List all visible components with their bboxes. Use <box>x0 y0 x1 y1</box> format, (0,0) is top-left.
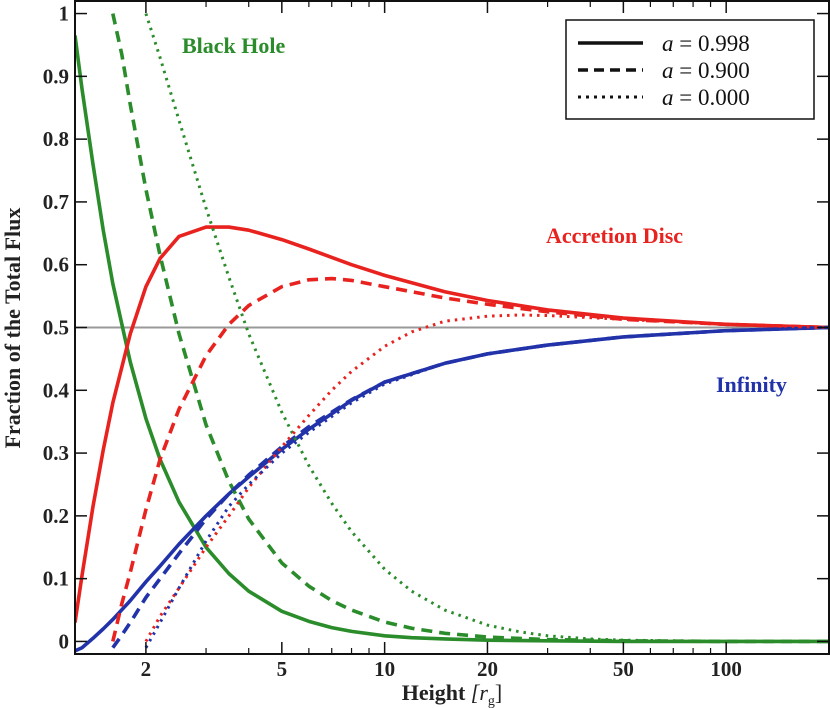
y-tick-label: 1 <box>59 2 70 26</box>
y-tick-label: 0.7 <box>43 190 69 214</box>
y-tick-label: 0.6 <box>43 253 69 277</box>
y-tick-label: 0.9 <box>43 64 69 88</box>
series-line-accretion-disc-solid <box>75 225 830 623</box>
annotation-black-hole: Black Hole <box>182 33 286 58</box>
x-tick-label: 20 <box>477 657 498 681</box>
series-line-black-hole-solid <box>75 35 829 644</box>
y-tick-label: 0.5 <box>43 316 69 340</box>
legend-label-0998: a = 0.998 <box>662 31 750 56</box>
y-tick-label: 0.2 <box>43 504 69 528</box>
tick-layer: 0 0.1 0.2 0.3 0.4 0.5 0.6 0.7 0.8 0.9 1 2 5 10 20 50 100 <box>43 1 830 681</box>
x-tick-label: 50 <box>613 657 634 681</box>
x-tick-label: 2 <box>141 657 152 681</box>
y-tick-label: 0 <box>59 629 70 653</box>
legend-box <box>565 19 815 120</box>
annotation-accretion-disc: Accretion Disc <box>546 223 683 248</box>
series-line-infinity-dashed <box>111 325 830 649</box>
x-tick-label: 100 <box>710 657 742 681</box>
y-tick-label: 0.3 <box>43 441 69 465</box>
series-line-black-hole-dotted <box>144 13 829 643</box>
y-tick-label: 0.8 <box>43 127 69 151</box>
x-axis-label: Height [rg] <box>402 680 503 708</box>
series-line-accretion-disc-dashed <box>111 276 830 642</box>
x-tick-label: 5 <box>277 657 288 681</box>
y-tick-label: 0.4 <box>43 378 70 402</box>
legend: a = 0.998 a = 0.900 a = 0.000 <box>565 19 815 120</box>
x-tick-label: 10 <box>374 657 395 681</box>
series-line-black-hole-dashed <box>111 13 829 644</box>
y-axis-label: Fraction of the Total Flux <box>0 208 25 449</box>
y-tick-label: 0.1 <box>43 567 69 591</box>
annotation-infinity: Infinity <box>716 372 787 397</box>
legend-label-0900: a = 0.900 <box>662 58 750 83</box>
legend-label-0000: a = 0.000 <box>662 85 750 110</box>
series-layer <box>75 13 830 653</box>
